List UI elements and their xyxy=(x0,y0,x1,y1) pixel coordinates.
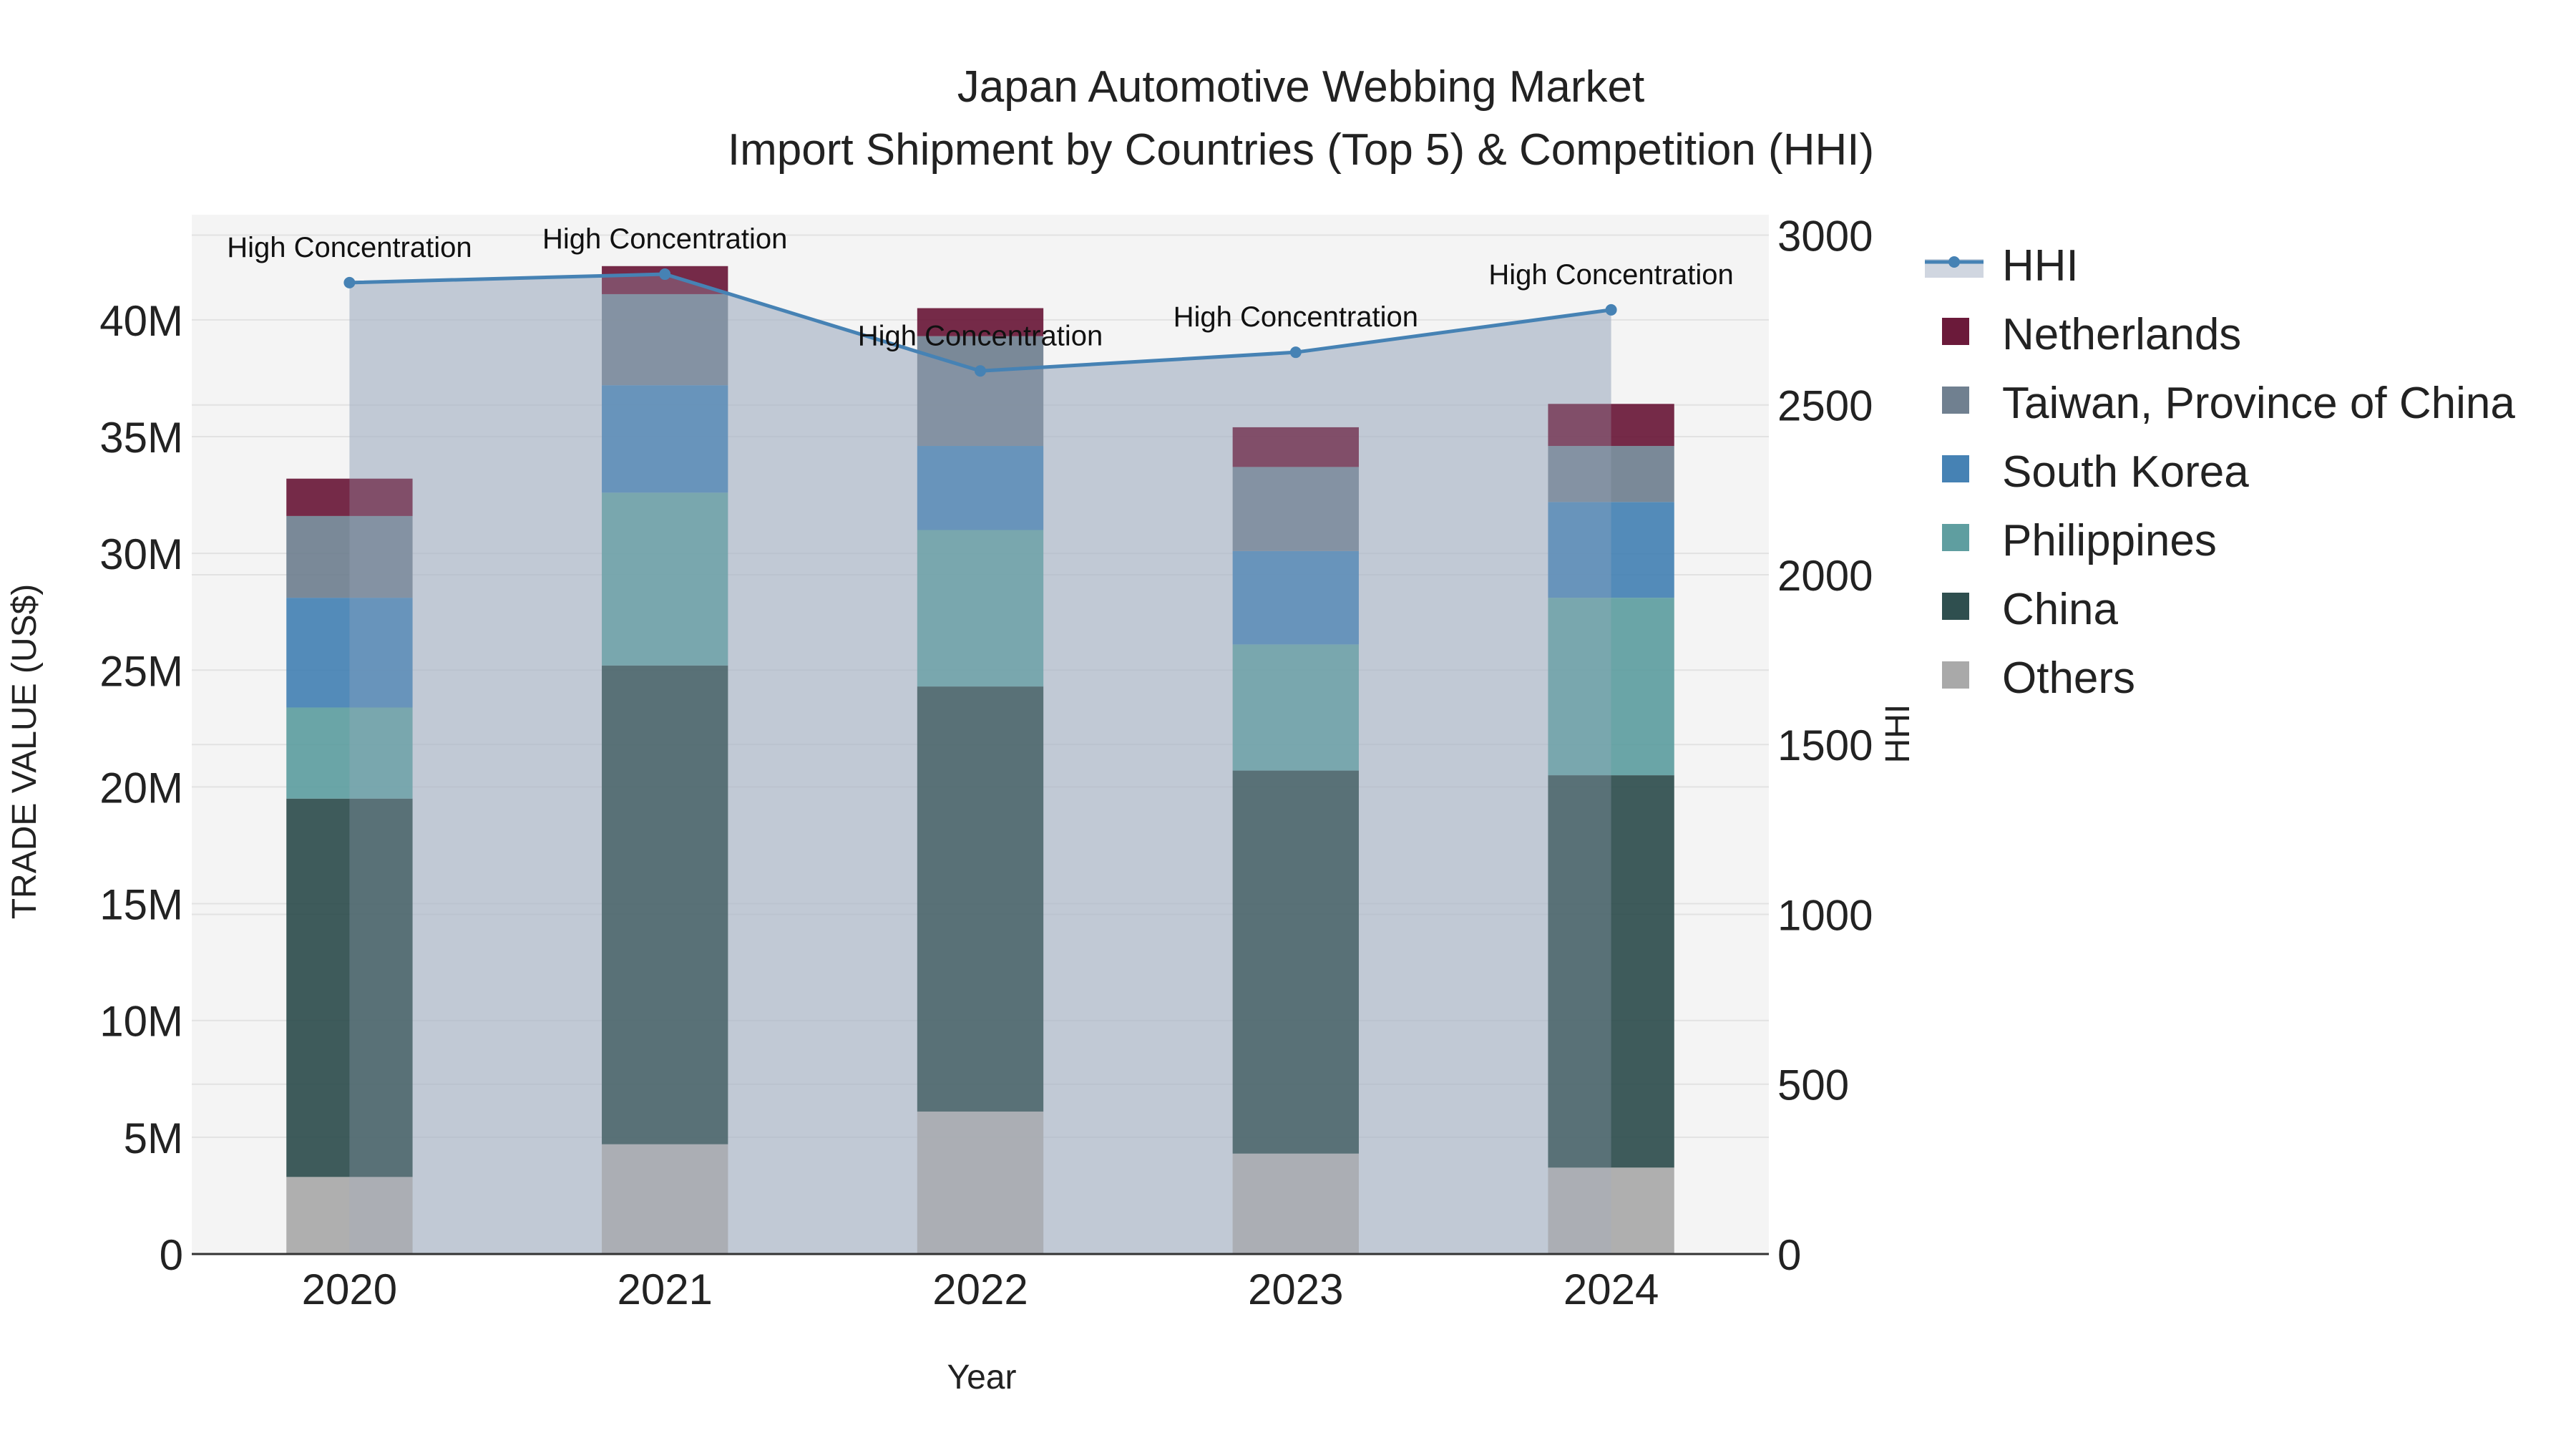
x-tick-label: 2024 xyxy=(1563,1265,1659,1313)
bar-others-2020 xyxy=(286,1177,413,1254)
legend-swatch-others xyxy=(1942,661,1969,689)
legend-swatch-china xyxy=(1942,593,1969,620)
bar-netherlands-2024 xyxy=(1548,404,1674,447)
hhi-point-2020 xyxy=(343,276,356,288)
bars-layer xyxy=(286,266,1674,1254)
y2-axis-label: HHI xyxy=(1879,704,1917,764)
bar-south-korea-2022 xyxy=(917,446,1044,530)
bar-others-2024 xyxy=(1548,1167,1674,1254)
x-tick-label: 2022 xyxy=(932,1265,1028,1313)
y-tick-label: 0 xyxy=(160,1231,183,1279)
x-tick-label: 2021 xyxy=(617,1265,712,1313)
axis-layer: 0 5M 10M 15M 20M 25M 30M 35M 40M 0 500 1000 1500 2000… xyxy=(99,212,1873,1313)
bar-south-korea-2021 xyxy=(602,385,728,493)
y-tick-label: 25M xyxy=(99,647,183,695)
y2-tick-label: 1500 xyxy=(1777,721,1873,769)
x-tick-label: 2023 xyxy=(1248,1265,1343,1313)
hhi-annotation: High Concentration xyxy=(227,232,472,263)
hhi-annotation: High Concentration xyxy=(1488,259,1733,291)
bar-china-2023 xyxy=(1232,770,1359,1154)
legend-swatch-hhi-marker xyxy=(1948,256,1960,268)
y-tick-label: 10M xyxy=(99,998,183,1046)
legend-label-hhi: HHI xyxy=(2002,241,2079,291)
bar-taiwan-province-of-china-2021 xyxy=(602,293,728,386)
bar-philippines-2023 xyxy=(1232,644,1359,771)
legend-swatch-netherlands xyxy=(1942,318,1969,345)
bar-others-2022 xyxy=(917,1111,1044,1254)
y-axis-label: TRADE VALUE (US$) xyxy=(6,584,44,920)
y2-tick-label: 0 xyxy=(1777,1231,1801,1279)
bar-philippines-2021 xyxy=(602,492,728,666)
hhi-point-2023 xyxy=(1289,346,1302,359)
y2-tick-label: 2000 xyxy=(1777,552,1873,600)
bar-philippines-2020 xyxy=(286,707,413,799)
bar-others-2021 xyxy=(602,1144,728,1254)
bar-others-2023 xyxy=(1232,1153,1359,1254)
bar-south-korea-2023 xyxy=(1232,550,1359,645)
y-tick-label: 40M xyxy=(99,297,183,345)
bar-taiwan-province-of-china-2022 xyxy=(917,336,1044,447)
y-tick-label: 30M xyxy=(99,530,183,578)
bar-china-2020 xyxy=(286,798,413,1177)
legend-swatch-south-korea xyxy=(1942,455,1969,482)
y2-tick-label: 3000 xyxy=(1777,212,1873,260)
hhi-line-layer xyxy=(343,268,1617,1255)
bar-china-2022 xyxy=(917,686,1044,1112)
bar-south-korea-2024 xyxy=(1548,502,1674,598)
bar-philippines-2024 xyxy=(1548,598,1674,776)
legend-label-netherlands: Netherlands xyxy=(2002,310,2241,359)
chart-title-line2: Import Shipment by Countries (Top 5) & C… xyxy=(728,125,1874,175)
legend-label-taiwan-province-of-china: Taiwan, Province of China xyxy=(2002,379,2515,428)
legend-swatch-philippines xyxy=(1942,524,1969,551)
hhi-point-2022 xyxy=(975,365,986,377)
chart-title-line1: Japan Automotive Webbing Market xyxy=(957,62,1644,112)
y-tick-label: 20M xyxy=(99,764,183,812)
hhi-annotation: High Concentration xyxy=(858,320,1103,351)
hhi-annotation: High Concentration xyxy=(1174,301,1418,333)
y2-tick-label: 1000 xyxy=(1777,891,1873,939)
legend-label-south-korea: South Korea xyxy=(2002,447,2249,497)
hhi-point-2024 xyxy=(1605,303,1617,316)
bar-china-2021 xyxy=(602,665,728,1145)
y-tick-label: 5M xyxy=(124,1114,183,1162)
hhi-annotation: High Concentration xyxy=(542,223,787,255)
bar-netherlands-2023 xyxy=(1232,427,1359,467)
x-tick-label: 2020 xyxy=(302,1265,397,1313)
legend-label-philippines: Philippines xyxy=(2002,516,2217,565)
y-tick-label: 15M xyxy=(99,881,183,929)
hhi-area-overlay xyxy=(349,274,1611,1255)
hhi-point-2021 xyxy=(659,268,671,281)
x-axis-label: Year xyxy=(947,1359,1017,1396)
bar-philippines-2022 xyxy=(917,530,1044,687)
legend-label-others: Others xyxy=(2002,653,2135,703)
bar-south-korea-2020 xyxy=(286,598,413,708)
bar-netherlands-2022 xyxy=(917,308,1044,336)
legend-layer: HHI Netherlands Taiwan, Province of China S… xyxy=(1925,241,2515,703)
bar-netherlands-2020 xyxy=(286,478,413,516)
y-tick-label: 35M xyxy=(99,414,183,462)
bar-taiwan-province-of-china-2024 xyxy=(1548,446,1674,502)
y2-tick-label: 2500 xyxy=(1777,382,1873,430)
annotation-layer: High Concentration High Concentration High… xyxy=(227,223,1734,351)
legend-swatch-taiwan-province-of-china xyxy=(1942,387,1969,414)
bar-china-2024 xyxy=(1548,775,1674,1168)
bar-taiwan-province-of-china-2023 xyxy=(1232,467,1359,551)
y2-tick-label: 500 xyxy=(1777,1061,1849,1109)
bar-taiwan-province-of-china-2020 xyxy=(286,515,413,598)
legend-label-china: China xyxy=(2002,585,2119,634)
